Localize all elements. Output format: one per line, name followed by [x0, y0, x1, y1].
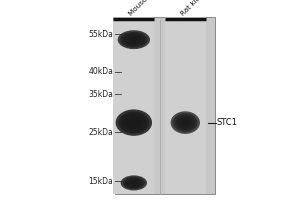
Ellipse shape: [132, 182, 136, 184]
Ellipse shape: [128, 37, 139, 43]
Ellipse shape: [125, 116, 143, 129]
Ellipse shape: [123, 33, 145, 46]
Ellipse shape: [131, 38, 136, 41]
Ellipse shape: [116, 109, 152, 136]
Ellipse shape: [183, 121, 188, 124]
Ellipse shape: [125, 178, 143, 188]
Ellipse shape: [178, 117, 193, 128]
Ellipse shape: [123, 177, 145, 189]
Bar: [165, 17, 206, 194]
Ellipse shape: [132, 182, 136, 184]
Ellipse shape: [131, 38, 136, 41]
Ellipse shape: [129, 180, 138, 185]
Text: Rat kidney: Rat kidney: [180, 0, 211, 17]
Ellipse shape: [180, 119, 190, 126]
Bar: [115, 17, 215, 194]
Ellipse shape: [118, 112, 149, 134]
Ellipse shape: [121, 175, 147, 190]
Text: STC1: STC1: [216, 118, 237, 127]
Text: 55kDa: 55kDa: [88, 30, 113, 39]
Ellipse shape: [173, 113, 197, 132]
Ellipse shape: [131, 121, 136, 125]
Text: 35kDa: 35kDa: [88, 90, 113, 99]
Text: 25kDa: 25kDa: [88, 128, 113, 137]
Ellipse shape: [128, 118, 140, 127]
Text: 40kDa: 40kDa: [88, 67, 113, 76]
Ellipse shape: [118, 30, 150, 49]
Ellipse shape: [131, 120, 137, 125]
Text: Mouse kidney: Mouse kidney: [128, 0, 168, 17]
Ellipse shape: [126, 35, 142, 44]
Ellipse shape: [120, 32, 147, 48]
Ellipse shape: [127, 179, 140, 187]
Ellipse shape: [122, 114, 146, 131]
Ellipse shape: [171, 111, 200, 134]
Ellipse shape: [176, 115, 195, 130]
Ellipse shape: [183, 121, 188, 124]
Bar: [113, 17, 154, 194]
Text: 15kDa: 15kDa: [88, 177, 113, 186]
